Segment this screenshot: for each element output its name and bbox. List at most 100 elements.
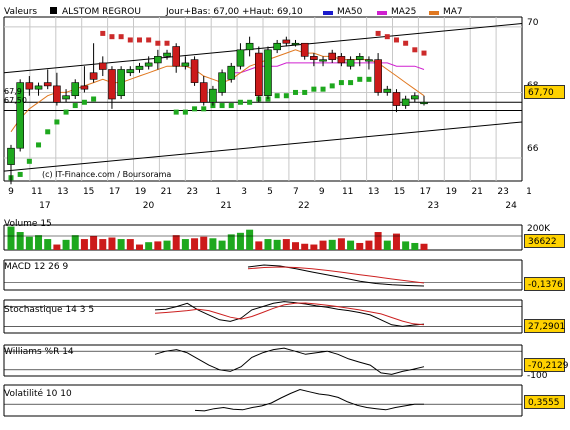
ma50-swatch <box>323 11 333 15</box>
candle-up <box>365 59 373 62</box>
x-tick: 9 <box>318 187 325 197</box>
candle-down <box>80 85 89 90</box>
volume-bar <box>246 229 254 250</box>
candle-up <box>154 56 162 64</box>
psar-dot <box>357 76 363 82</box>
psar-dot <box>192 106 198 112</box>
x-tick: 11 <box>341 187 354 197</box>
candle-down <box>98 62 107 70</box>
x-tick: 11 <box>31 187 43 197</box>
candle-up <box>411 95 419 100</box>
candle-up <box>227 65 236 80</box>
psar-dot <box>375 30 381 36</box>
candle-up <box>7 147 15 165</box>
volume-bar <box>145 242 153 250</box>
volume-bar <box>347 240 355 250</box>
stoch-value-box: 27,2901 <box>524 319 565 333</box>
psar-dot <box>237 99 243 105</box>
ma25-swatch <box>377 11 387 15</box>
x-tick: 13 <box>57 187 69 197</box>
valeurs-box-icon <box>50 7 57 17</box>
psar-dot <box>146 37 152 43</box>
candle-down <box>199 82 208 103</box>
x-tick: 21 <box>471 187 483 197</box>
grid-lines <box>4 17 522 181</box>
stoch-k-line <box>154 301 425 327</box>
volume-bar <box>273 239 281 250</box>
x-tick: 5 <box>267 187 273 197</box>
valeurs-label: Valeurs <box>4 7 38 17</box>
volume-bar <box>301 243 309 250</box>
trend-upper <box>3 23 523 74</box>
psar-dot <box>164 40 170 46</box>
volume-bar <box>236 232 244 250</box>
candle-up <box>71 82 80 97</box>
volume-title: Volume 15 <box>4 219 52 229</box>
oscillator-lines <box>4 264 522 412</box>
candle-down <box>374 59 382 93</box>
psar-dot <box>91 96 97 102</box>
volume-bar <box>337 238 345 250</box>
candle-up <box>144 62 153 67</box>
candle-up <box>209 88 217 103</box>
volume-bar <box>292 242 300 250</box>
volume-bar <box>172 235 180 250</box>
macd-value-box: -0,1376 <box>524 277 565 291</box>
volume-value-box: 36622 <box>524 234 565 248</box>
volume-bar <box>218 240 226 250</box>
candlesticks <box>7 36 428 185</box>
volume-tick: 200K <box>527 224 551 234</box>
candle-down <box>255 52 263 97</box>
volume-bar <box>7 226 15 250</box>
psar-dot <box>421 50 427 56</box>
volume-bar <box>108 237 116 250</box>
x-tick: 17 <box>108 187 121 197</box>
volume-bar <box>264 239 272 250</box>
psar-dot <box>45 129 51 135</box>
volume-bars <box>4 226 522 250</box>
psar-dot <box>320 86 326 92</box>
candle-up <box>383 88 392 93</box>
volume-bar <box>374 232 382 250</box>
moving-averages <box>10 49 425 133</box>
volume-bar <box>25 236 33 250</box>
volume-bar <box>44 239 52 250</box>
psar-dot <box>155 40 161 46</box>
stoch-d-line <box>154 302 425 326</box>
candle-down <box>282 39 291 44</box>
volume-bar <box>319 240 327 250</box>
volume-bar <box>163 240 171 250</box>
psar-dot <box>302 89 308 95</box>
williams-value-box: -70,2129 <box>524 358 568 372</box>
ma7-line <box>10 49 425 133</box>
x-tick: 1 <box>526 187 532 197</box>
volume-bar <box>420 243 428 250</box>
candle-up <box>264 49 272 97</box>
candle-down <box>89 72 98 80</box>
psar-dot <box>26 158 32 164</box>
volume-bar <box>356 242 364 250</box>
month-label: 21 <box>220 201 232 211</box>
x-tick: 19 <box>445 187 458 197</box>
candle-up <box>273 42 281 51</box>
stock-name: ALSTOM REGROU <box>62 7 141 17</box>
candle-up <box>126 69 135 74</box>
candle-down <box>108 69 116 100</box>
volume-bar <box>126 239 134 250</box>
psar-dot <box>72 103 78 109</box>
candle-up <box>346 59 355 67</box>
volat-title: Volatilité 10 10 <box>4 389 72 399</box>
volume-bar <box>53 244 61 250</box>
psar-dot <box>412 47 418 53</box>
x-tick: 23 <box>497 187 509 197</box>
candle-up <box>62 95 70 100</box>
volume-bar <box>383 240 391 250</box>
month-label: 17 <box>39 201 51 211</box>
psar-dot <box>366 76 372 82</box>
candle-down <box>190 59 199 83</box>
macd-main-line <box>247 264 425 287</box>
watermark: (c) IT-Finance.com / Boursorama <box>42 170 172 179</box>
volume-bar <box>154 241 162 250</box>
candle-up <box>117 69 125 97</box>
